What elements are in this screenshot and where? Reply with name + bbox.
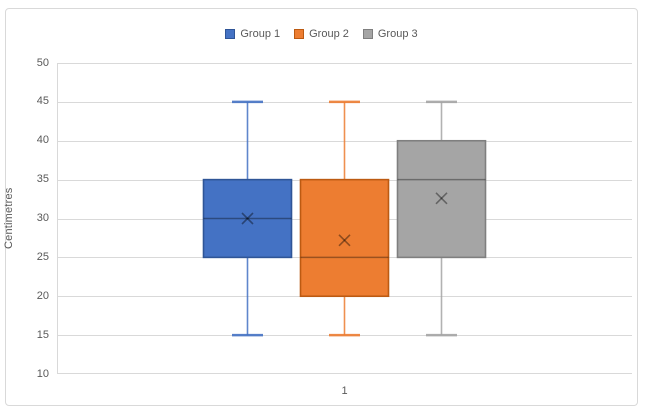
y-axis-tick-label: 35 (36, 173, 49, 186)
y-axis-tick-label: 25 (36, 250, 49, 263)
y-axis-tick-label: 15 (36, 328, 49, 341)
x-axis-category-label: 1 (341, 385, 348, 397)
box-group-3[interactable] (396, 139, 487, 259)
legend-swatch-icon (362, 28, 373, 39)
y-axis-tick-label: 20 (36, 289, 49, 302)
plot-area (57, 63, 632, 374)
y-axis-tick-label: 30 (36, 212, 49, 224)
mean-marker-icon (435, 192, 448, 205)
mean-marker-icon (241, 212, 254, 225)
legend-label: Group 2 (309, 27, 349, 40)
legend-swatch-icon (225, 28, 236, 39)
box-group-1[interactable] (202, 178, 293, 259)
legend-swatch-icon (294, 28, 305, 39)
legend-label: Group 1 (240, 27, 281, 40)
legend-label: Group 3 (377, 27, 418, 40)
legend: Group 1 Group 2 Group 3 (5, 27, 638, 40)
mean-marker-icon (338, 234, 351, 247)
box-group-2[interactable] (299, 178, 390, 298)
boxplot-svg (57, 63, 632, 374)
y-axis-tick-label: 10 (36, 367, 49, 380)
legend-item-group-2[interactable]: Group 2 (294, 27, 349, 40)
legend-item-group-3[interactable]: Group 3 (362, 27, 418, 40)
mean-marker-icon (435, 192, 448, 205)
y-axis-tick-label: 50 (36, 56, 49, 69)
legend-item-group-1[interactable]: Group 1 (225, 27, 280, 40)
y-axis-tick-label: 40 (36, 134, 49, 147)
y-axis-tick-label: 45 (36, 95, 49, 108)
mean-marker-icon (338, 234, 351, 247)
mean-marker-icon (241, 212, 254, 225)
y-axis-title: Centimetres (3, 187, 15, 250)
